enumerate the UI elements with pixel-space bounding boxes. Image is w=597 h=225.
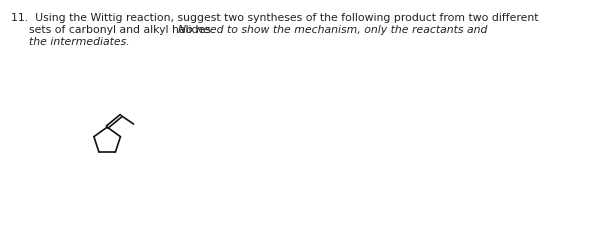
Text: 11.  Using the Wittig reaction, suggest two syntheses of the following product f: 11. Using the Wittig reaction, suggest t… <box>11 13 538 23</box>
Text: No need to show the mechanism, only the reactants and: No need to show the mechanism, only the … <box>179 25 488 35</box>
Text: sets of carbonyl and alkyl halides.: sets of carbonyl and alkyl halides. <box>29 25 218 35</box>
Text: the intermediates.: the intermediates. <box>29 37 130 47</box>
